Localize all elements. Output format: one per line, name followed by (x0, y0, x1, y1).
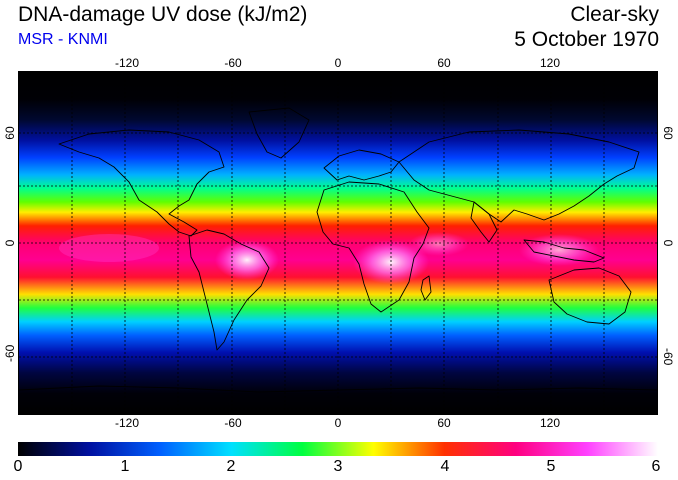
map-date: 5 October 1970 (514, 28, 659, 51)
lat-tick-left: 60 (3, 126, 17, 140)
lon-tick-bottom: -120 (114, 416, 140, 430)
uv-dose-field (19, 72, 657, 414)
colorbar-bar (18, 442, 658, 456)
lon-tick-bottom: 0 (334, 416, 342, 430)
colorbar-label: 6 (651, 458, 661, 475)
pacific-band (59, 234, 159, 262)
map-title: DNA-damage UV dose (kJ/m2) (18, 3, 308, 26)
lon-tick-bottom: 120 (539, 416, 561, 430)
graticule (19, 72, 657, 414)
map-subtitle: MSR - KNMI (18, 31, 108, 48)
coastlines (19, 107, 657, 393)
south-america-hotspot (215, 240, 279, 280)
colorbar (18, 442, 658, 456)
lon-tick-bottom: 60 (437, 416, 451, 430)
sky-condition: Clear-sky (570, 3, 659, 26)
lat-tick-right: -60 (661, 348, 675, 366)
lon-tick-top: -120 (114, 56, 140, 70)
colorbar-label: 4 (440, 458, 450, 475)
colorbar-label: 3 (333, 458, 343, 475)
indian-ocean-hotspot (409, 232, 469, 256)
colorbar-label: 0 (13, 458, 23, 475)
colorbar-label: 1 (120, 458, 130, 475)
lon-tick-top: 120 (539, 56, 561, 70)
lat-tick-right: 60 (661, 126, 675, 140)
lat-tick-left: -60 (3, 344, 17, 362)
lon-tick-bottom: -60 (224, 416, 242, 430)
uv-dose-map (18, 71, 658, 415)
lat-tick-left: 0 (3, 239, 17, 247)
indo-pacific-hotspot (519, 234, 599, 266)
colorbar-label: 5 (546, 458, 556, 475)
lon-tick-top: 0 (334, 56, 342, 70)
lat-tick-right: 0 (661, 239, 675, 247)
lon-tick-top: -60 (224, 56, 242, 70)
colorbar-label: 2 (226, 458, 236, 475)
lon-tick-top: 60 (437, 56, 451, 70)
